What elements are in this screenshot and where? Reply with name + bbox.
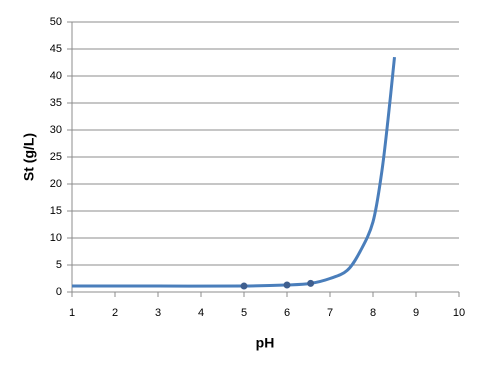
x-tick-label: 10 [453, 307, 465, 319]
x-tick-label: 2 [112, 307, 118, 319]
y-tick-label: 10 [50, 232, 62, 244]
data-point [283, 281, 291, 289]
x-tick-label: 9 [413, 307, 419, 319]
x-tick-label: 3 [155, 307, 161, 319]
x-tick-label: 6 [284, 307, 290, 319]
y-tick-label: 50 [50, 16, 62, 28]
y-tick-label: 30 [50, 124, 62, 136]
x-tick-label: 1 [69, 307, 75, 319]
y-tick-label: 0 [56, 286, 62, 298]
data-line [72, 56, 396, 288]
data-point [307, 279, 315, 287]
y-tick-label: 15 [50, 205, 62, 217]
x-axis-title: pH [256, 335, 275, 351]
y-tick-label: 40 [50, 70, 62, 82]
y-tick-label: 25 [50, 151, 62, 163]
y-tick-label: 35 [50, 97, 62, 109]
x-tick-label: 8 [370, 307, 376, 319]
x-tick-label: 7 [327, 307, 333, 319]
y-tick-label: 45 [50, 43, 62, 55]
x-tick-label: 5 [241, 307, 247, 319]
y-tick-label: 5 [56, 259, 62, 271]
data-point [240, 282, 248, 290]
y-axis-title: St (g/L) [21, 133, 37, 181]
y-tick-label: 20 [50, 178, 62, 190]
x-tick-label: 4 [198, 307, 204, 319]
